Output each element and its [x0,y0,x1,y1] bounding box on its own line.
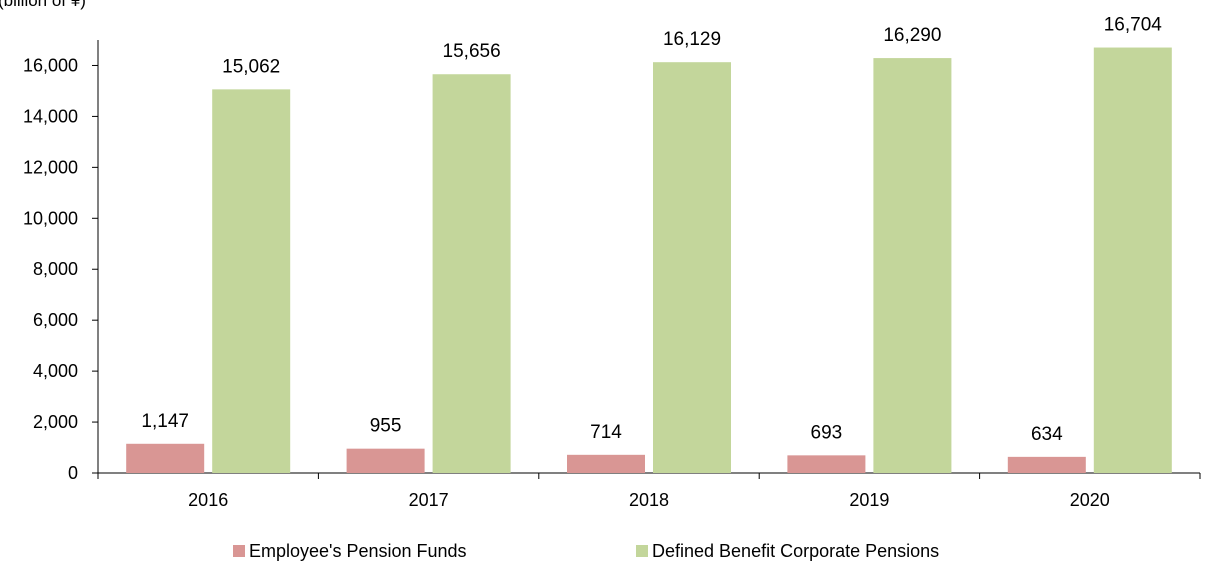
data-label: 16,704 [1104,15,1163,36]
bar-employees-pension-funds [787,455,866,473]
data-label: 15,062 [222,56,280,77]
bar-defined-benefit-corporate-pensions [1093,47,1172,473]
y-tick-label: 4,000 [33,361,78,381]
y-tick-label: 0 [68,463,78,483]
y-tick-label: 12,000 [23,157,78,177]
unit-label: (billion of ¥) [0,0,86,10]
y-tick-label: 14,000 [23,106,78,126]
x-tick-label: 2018 [629,490,669,510]
data-labels: 1,147 955 714 693 634 15,062 15,656 16,129 16,29… [141,15,1162,445]
data-label: 714 [590,422,622,443]
y-tick-label: 6,000 [33,310,78,330]
data-label: 634 [1031,424,1063,445]
data-label: 16,129 [663,29,721,50]
bar-defined-benefit-corporate-pensions [873,58,952,474]
y-tick-label: 8,000 [33,259,78,279]
bar-defined-benefit-corporate-pensions [432,74,511,473]
y-axis: 0 2,000 4,000 6,000 8,000 10,000 12,000 14,000 1… [23,40,99,483]
data-label: 15,656 [443,41,501,62]
y-tick-label: 16,000 [23,55,78,75]
data-label: 1,147 [141,411,189,432]
legend-label: Employee's Pension Funds [249,541,467,561]
bar-defined-benefit-corporate-pensions [212,89,291,473]
y-tick-label: 2,000 [33,412,78,432]
legend: Employee's Pension Funds Defined Benefit … [233,541,939,561]
x-axis: 2016 2017 2018 2019 2020 [97,472,1201,510]
bar-employees-pension-funds [1007,456,1086,473]
bar-defined-benefit-corporate-pensions [653,62,731,474]
legend-swatch [636,545,648,557]
bars [126,47,1172,474]
legend-label: Defined Benefit Corporate Pensions [652,541,939,561]
data-label: 955 [370,416,402,437]
data-label: 16,290 [883,25,941,46]
x-tick-label: 2019 [849,490,889,510]
x-tick-label: 2017 [409,490,449,510]
legend-swatch [233,545,245,557]
x-tick-label: 2020 [1070,490,1110,510]
data-label: 693 [811,422,843,443]
bar-employees-pension-funds [126,443,205,473]
x-tick-label: 2016 [188,490,228,510]
y-tick-label: 10,000 [23,208,78,228]
bar-employees-pension-funds [346,448,425,473]
bar-employees-pension-funds [567,454,645,473]
